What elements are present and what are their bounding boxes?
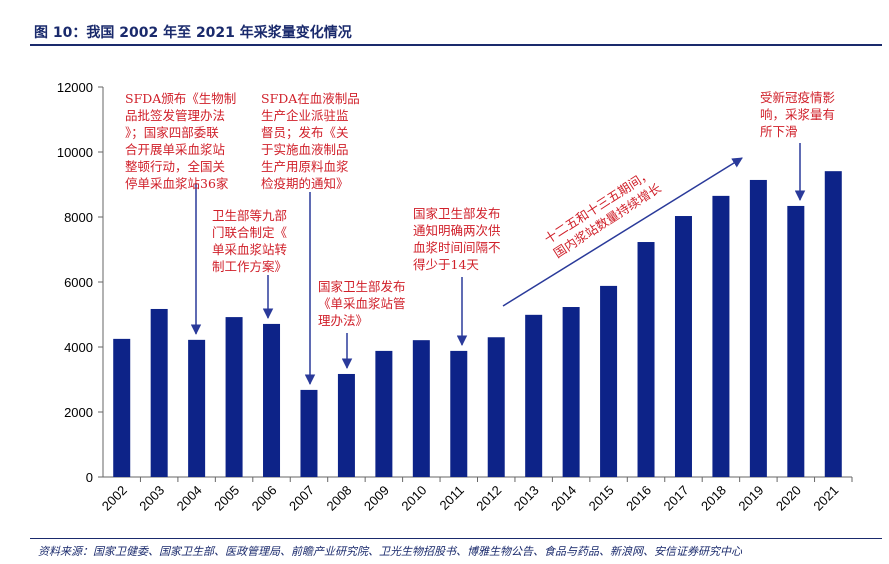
x-tick-label: 2005 <box>211 483 242 514</box>
x-tick-label: 2003 <box>136 483 167 514</box>
annotation-line: 通知明确两次供 <box>413 223 501 238</box>
annotation-line: 《单采血浆站管 <box>318 296 406 311</box>
annotation-line: 》；国家四部委联 <box>125 125 219 140</box>
annotation-line: SFDA在血液制品 <box>261 91 360 106</box>
x-tick-label: 2002 <box>99 483 130 514</box>
annotation-line: 合开展单采血浆站 <box>125 142 225 157</box>
annotation-line: 门联合制定《 <box>212 225 288 240</box>
x-tick-label: 2016 <box>623 483 654 514</box>
bar-2011 <box>450 350 468 477</box>
x-tick-label: 2018 <box>698 483 729 514</box>
y-tick-label: 6000 <box>64 275 93 290</box>
x-tick-label: 2012 <box>473 483 504 514</box>
annotation-line: 卫生部等九部 <box>212 208 287 223</box>
annotation-line: SFDA颁布《生物制 <box>125 91 236 106</box>
annotation-line: 停单采血浆站36家 <box>125 176 229 191</box>
y-tick-label: 12000 <box>57 80 93 95</box>
annotation-line: 国家卫生部发布 <box>413 206 501 221</box>
bar-2006 <box>263 323 281 477</box>
annotation-line: 品批签发管理办法 <box>125 108 225 123</box>
annotation-line: 响，采浆量有 <box>760 107 835 122</box>
footer-divider <box>30 538 882 539</box>
y-tick-label: 10000 <box>57 145 93 160</box>
x-tick-label: 2009 <box>361 483 392 514</box>
bar-2008 <box>337 373 355 477</box>
annotation-line: 国家卫生部发布 <box>318 279 406 294</box>
annotation-line: 得少于14天 <box>413 257 479 272</box>
x-tick-label: 2004 <box>174 483 205 514</box>
annotation-2004: SFDA颁布《生物制品批签发管理办法》；国家四部委联合开展单采血浆站整顿行动，全… <box>125 91 236 191</box>
x-tick-label: 2020 <box>773 483 804 514</box>
y-tick-label: 0 <box>86 470 93 485</box>
x-tick-label: 2014 <box>548 483 579 514</box>
bar-2014 <box>562 307 580 477</box>
bar-2004 <box>188 339 206 477</box>
bar-2007 <box>300 389 318 477</box>
x-tick-label: 2007 <box>286 483 317 514</box>
bar-2013 <box>525 314 543 477</box>
annotation-line: 单采血浆站转 <box>212 242 287 257</box>
x-tick-label: 2011 <box>437 483 467 513</box>
title-divider <box>30 44 882 46</box>
bar-2020 <box>787 205 805 477</box>
bar-2009 <box>375 350 393 477</box>
bar-2012 <box>487 337 505 477</box>
bar-2016 <box>637 242 655 477</box>
x-tick-label: 2017 <box>661 483 692 514</box>
annotation-2007: SFDA在血液制品生产企业派驻监督员；发布《关于实施血液制品生产用原料血浆检疫期… <box>261 91 360 191</box>
annotation-line: 生产用原料血浆 <box>261 159 349 174</box>
x-tick-label: 2006 <box>249 483 280 514</box>
x-tick-label: 2021 <box>810 483 841 514</box>
annotation-line: 生产企业派驻监 <box>261 108 349 123</box>
bar-2010 <box>412 340 430 477</box>
y-tick-label: 2000 <box>64 405 93 420</box>
bar-2021 <box>824 171 842 478</box>
bar-2018 <box>712 195 730 477</box>
bar-2019 <box>749 179 767 477</box>
annotation-line: 检疫期的通知》 <box>261 176 349 191</box>
bar-2002 <box>113 338 131 477</box>
x-tick-label: 2008 <box>323 483 354 514</box>
arrow-growth-trend <box>502 157 743 307</box>
annotation-line: 理办法》 <box>318 313 368 328</box>
x-tick-label: 2013 <box>511 483 542 514</box>
source-note: 资料来源：国家卫健委、国家卫生部、医政管理局、前瞻产业研究院、卫光生物招股书、博… <box>38 545 742 558</box>
annotation-line: 受新冠疫情影 <box>760 90 836 105</box>
x-tick-label: 2015 <box>586 483 617 514</box>
bar-2003 <box>150 308 168 477</box>
x-tick-label: 2019 <box>735 483 766 514</box>
x-tick-label: 2010 <box>398 483 429 514</box>
annotation-line: 整顿行动，全国关 <box>125 159 225 174</box>
y-tick-label: 4000 <box>64 340 93 355</box>
bar-2015 <box>600 285 618 477</box>
annotation-line: 血浆时间间隔不 <box>413 240 501 255</box>
bar-2017 <box>674 216 692 477</box>
bar-2005 <box>225 317 243 477</box>
figure-title: 图 10：我国 2002 年至 2021 年采浆量变化情况 <box>34 25 352 41</box>
annotation-line: 制工作方案》 <box>212 259 287 274</box>
annotation-line: 于实施血液制品 <box>261 142 349 157</box>
y-tick-label: 8000 <box>64 210 93 225</box>
annotation-line: 督员；发布《关 <box>261 125 349 140</box>
annotation-line: 所下滑 <box>760 124 798 139</box>
